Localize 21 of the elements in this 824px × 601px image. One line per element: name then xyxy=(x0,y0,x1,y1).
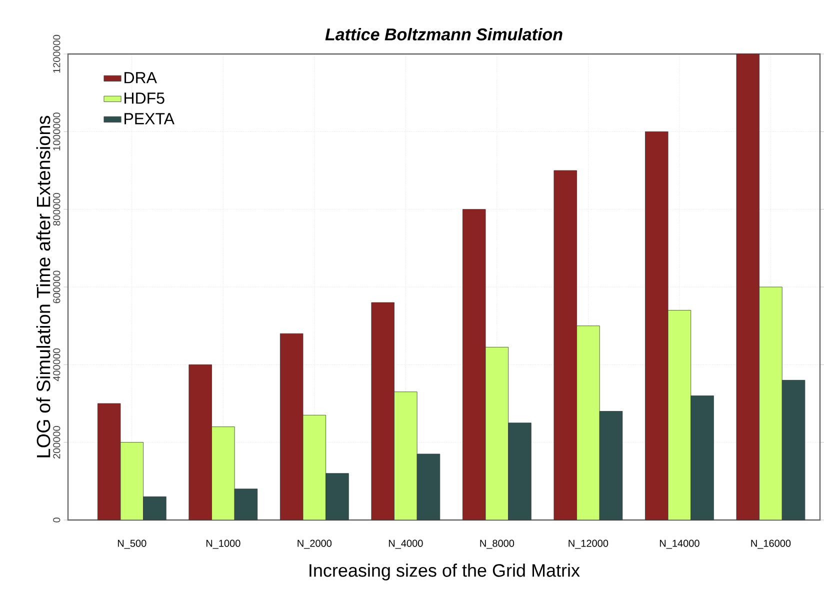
y-tick-label: 400000 xyxy=(53,348,60,382)
x-tick-label: N_1000 xyxy=(206,540,240,549)
y-tick-label: 800000 xyxy=(53,193,60,226)
legend-label: HDF5 xyxy=(124,92,164,104)
legend-label: PEXTA xyxy=(124,113,174,124)
y-tick-label: 1200000 xyxy=(53,34,60,73)
y-tick-label: 600000 xyxy=(53,270,60,304)
x-tick-label: N_4000 xyxy=(388,540,423,549)
y-axis-title: LOG of Simulation Time after Extensions xyxy=(36,116,50,458)
chart-title: Lattice Boltzmann Simulation xyxy=(325,28,562,40)
x-tick-label: N_2000 xyxy=(298,540,332,549)
x-tick-label: N_500 xyxy=(118,540,146,549)
y-tick-label: 200000 xyxy=(53,426,60,459)
x-tick-label: N_16000 xyxy=(751,540,791,549)
x-axis-title: Increasing sizes of the Grid Matrix xyxy=(310,564,580,580)
x-tick-label: N_12000 xyxy=(568,540,608,549)
x-tick-label: N_8000 xyxy=(480,540,514,549)
y-tick-label: 0 xyxy=(53,518,60,522)
legend-label: DRA xyxy=(124,72,157,84)
y-tick-label: 1000000 xyxy=(53,112,60,150)
x-tick-label: N_14000 xyxy=(660,540,700,549)
